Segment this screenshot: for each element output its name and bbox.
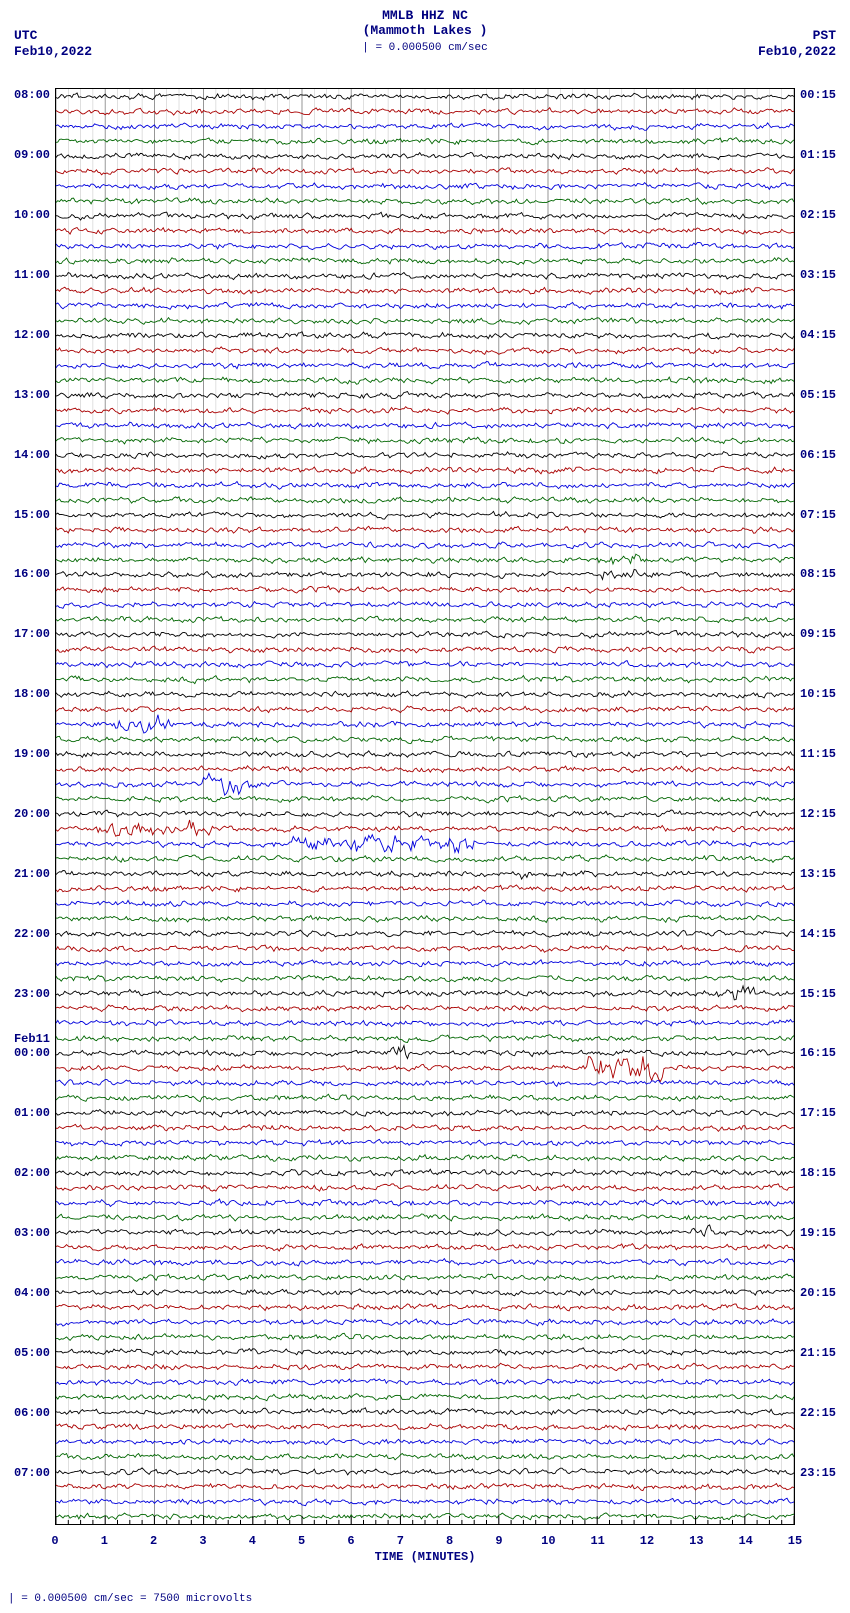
utc-hour-label: 10:00: [2, 208, 50, 222]
utc-hour-label: 22:00: [2, 927, 50, 941]
x-tick: 9: [495, 1534, 502, 1548]
x-tick: 1: [101, 1534, 108, 1548]
utc-hour-label: 01:00: [2, 1106, 50, 1120]
x-tick: 3: [199, 1534, 206, 1548]
pst-hour-label: 20:15: [800, 1286, 848, 1300]
utc-hour-label: 03:00: [2, 1226, 50, 1240]
pst-hour-label: 06:15: [800, 448, 848, 462]
x-tick: 2: [150, 1534, 157, 1548]
x-tick: 7: [397, 1534, 404, 1548]
utc-day-change: Feb11: [2, 1032, 50, 1046]
pst-hour-label: 12:15: [800, 807, 848, 821]
utc-hour-label: 09:00: [2, 148, 50, 162]
x-tick: 12: [640, 1534, 654, 1548]
utc-hour-label: 16:00: [2, 567, 50, 581]
utc-hour-label: 08:00: [2, 88, 50, 102]
pst-hour-label: 11:15: [800, 747, 848, 761]
x-tick: 4: [249, 1534, 256, 1548]
pst-hour-label: 18:15: [800, 1166, 848, 1180]
utc-hour-label: 07:00: [2, 1466, 50, 1480]
x-axis: 0123456789101112131415 TIME (MINUTES): [55, 1528, 795, 1568]
footer-scale: | = 0.000500 cm/sec = 7500 microvolts: [8, 1593, 252, 1605]
utc-hour-label: 20:00: [2, 807, 50, 821]
pst-hour-label: 10:15: [800, 687, 848, 701]
utc-hour-label: 23:00: [2, 987, 50, 1001]
pst-hour-label: 15:15: [800, 987, 848, 1001]
timezone-right: PST: [813, 28, 836, 43]
x-tick: 14: [738, 1534, 752, 1548]
utc-hour-label: 06:00: [2, 1406, 50, 1420]
pst-hour-label: 13:15: [800, 867, 848, 881]
utc-hour-label: 02:00: [2, 1166, 50, 1180]
utc-hour-label: 17:00: [2, 627, 50, 641]
station-code: MMLB HHZ NC: [0, 8, 850, 23]
pst-hour-label: 05:15: [800, 388, 848, 402]
helicorder-svg: [56, 89, 794, 1524]
x-tick: 13: [689, 1534, 703, 1548]
x-tick: 8: [446, 1534, 453, 1548]
pst-hour-label: 17:15: [800, 1106, 848, 1120]
pst-hour-label: 01:15: [800, 148, 848, 162]
pst-hour-label: 08:15: [800, 567, 848, 581]
utc-hour-label: 05:00: [2, 1346, 50, 1360]
utc-hour-label: 04:00: [2, 1286, 50, 1300]
pst-hour-label: 02:15: [800, 208, 848, 222]
pst-hour-label: 09:15: [800, 627, 848, 641]
utc-hour-label: 11:00: [2, 268, 50, 282]
x-tick: 11: [590, 1534, 604, 1548]
x-axis-label: TIME (MINUTES): [55, 1550, 795, 1564]
utc-hour-label: 12:00: [2, 328, 50, 342]
pst-hour-label: 07:15: [800, 508, 848, 522]
pst-hour-label: 00:15: [800, 88, 848, 102]
chart-header: MMLB HHZ NC (Mammoth Lakes ) | = 0.00050…: [0, 8, 850, 54]
utc-hour-label: 15:00: [2, 508, 50, 522]
utc-hour-label: 19:00: [2, 747, 50, 761]
date-left: Feb10,2022: [14, 44, 92, 59]
utc-hour-label: 00:00: [2, 1046, 50, 1060]
pst-hour-label: 19:15: [800, 1226, 848, 1240]
x-tick: 15: [788, 1534, 802, 1548]
timezone-left: UTC: [14, 28, 37, 43]
date-right: Feb10,2022: [758, 44, 836, 59]
pst-hour-label: 22:15: [800, 1406, 848, 1420]
x-tick: 6: [347, 1534, 354, 1548]
pst-hour-label: 23:15: [800, 1466, 848, 1480]
pst-hour-label: 03:15: [800, 268, 848, 282]
utc-hour-label: 13:00: [2, 388, 50, 402]
x-tick: 10: [541, 1534, 555, 1548]
station-location: (Mammoth Lakes ): [0, 23, 850, 38]
x-tick: 0: [51, 1534, 58, 1548]
plot-area: [55, 88, 795, 1525]
pst-hour-label: 21:15: [800, 1346, 848, 1360]
pst-hour-label: 16:15: [800, 1046, 848, 1060]
pst-hour-label: 04:15: [800, 328, 848, 342]
utc-hour-label: 14:00: [2, 448, 50, 462]
utc-hour-label: 21:00: [2, 867, 50, 881]
scale-header: | = 0.000500 cm/sec: [0, 42, 850, 54]
helicorder-container: MMLB HHZ NC (Mammoth Lakes ) | = 0.00050…: [0, 0, 850, 1613]
utc-hour-label: 18:00: [2, 687, 50, 701]
pst-hour-label: 14:15: [800, 927, 848, 941]
x-tick: 5: [298, 1534, 305, 1548]
